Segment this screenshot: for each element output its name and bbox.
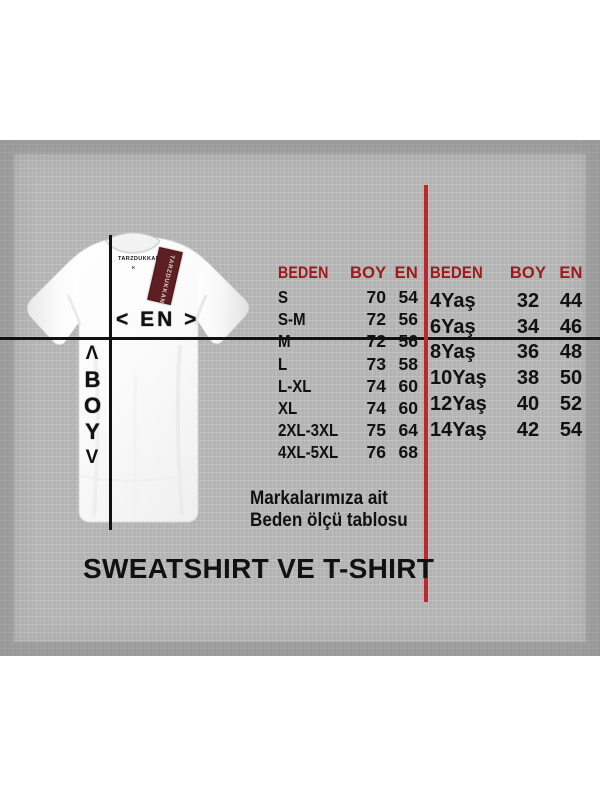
column-header-boy: BOY: [350, 264, 387, 282]
cell-width: 56: [398, 309, 418, 330]
table-header-row: BEDEN BOY EN: [278, 264, 418, 287]
table-row: 4XL-5XL 76 68: [278, 442, 418, 464]
cell-length: 74: [366, 397, 386, 418]
cell-width: 68: [398, 442, 418, 463]
cell-length: 70: [366, 287, 386, 307]
cell-width: 54: [398, 287, 418, 307]
table-divider: [424, 185, 428, 602]
page-title: SWEATSHIRT VE T-SHIRT: [83, 553, 435, 584]
cell-width: 44: [559, 289, 583, 312]
horizontal-measure-line: [0, 337, 600, 340]
cell-length: 34: [516, 315, 540, 338]
vertical-measure-line: [109, 235, 112, 530]
cell-length: 72: [366, 331, 386, 352]
cell-size: L: [278, 353, 288, 374]
cell-size: 2XL-3XL: [278, 420, 339, 441]
size-chart-panel: TARZDUKKAN K TARZDUKKAN < EN > Λ BOY V B…: [0, 140, 600, 656]
chevron-down-icon: V: [85, 447, 99, 468]
cell-length: 32: [516, 289, 540, 312]
caption-line-2: Beden ölçü tablosu: [250, 510, 408, 531]
cell-size: 14Yaş: [430, 418, 487, 441]
cell-width: 54: [559, 418, 583, 441]
table-row: M 72 56: [278, 331, 418, 353]
length-measure-text: BOY: [80, 367, 105, 445]
width-measure-label: < EN >: [116, 308, 200, 331]
cell-length: 42: [516, 418, 540, 441]
cell-size: 6Yaş: [430, 315, 476, 338]
tshirt-illustration: [27, 232, 249, 523]
column-header-beden: BEDEN: [278, 264, 329, 282]
cell-length: 38: [516, 367, 540, 390]
length-measure-label: Λ BOY V: [78, 343, 106, 468]
chevron-up-icon: Λ: [85, 343, 99, 364]
column-header-en: EN: [394, 264, 418, 282]
neck-label-text: TARZDUKKAN: [118, 256, 161, 262]
table-row: 8Yaş 36 48: [430, 341, 592, 367]
table-row: 12Yaş 40 52: [430, 393, 592, 419]
neck-size-text: K: [132, 265, 136, 270]
adult-size-table: BEDEN BOY EN S 70 54 S-M 72 56 M 72 56 L: [278, 264, 418, 465]
cell-size: M: [278, 331, 291, 352]
kids-size-table: BEDEN BOY EN 4Yaş 32 44 6Yaş 34 46 8Yaş …: [430, 264, 592, 445]
cell-length: 40: [516, 392, 540, 415]
caption-line-1: Markalarımıza ait: [250, 488, 388, 509]
cell-size: 10Yaş: [430, 367, 487, 390]
table-row: 14Yaş 42 54: [430, 419, 592, 445]
tshirt-photo: TARZDUKKAN K TARZDUKKAN: [8, 225, 258, 535]
cell-length: 75: [366, 420, 386, 441]
cell-width: 58: [398, 353, 418, 374]
cell-length: 76: [366, 442, 386, 463]
table-row: XL 74 60: [278, 398, 418, 420]
cell-width: 46: [559, 315, 583, 338]
cell-length: 73: [366, 353, 386, 374]
cell-length: 74: [366, 375, 386, 396]
cell-size: XL: [278, 397, 298, 418]
cell-width: 50: [559, 367, 583, 390]
cell-width: 52: [559, 392, 583, 415]
table-row: L-XL 74 60: [278, 376, 418, 398]
column-header-boy: BOY: [509, 264, 547, 282]
hang-tag-text: TARZDUKKAN: [157, 254, 175, 304]
table-row: 4Yaş 32 44: [430, 290, 592, 316]
column-header-beden: BEDEN: [430, 264, 483, 282]
cell-size: S: [278, 287, 289, 307]
table-row: S 70 54: [278, 287, 418, 309]
cell-size: 4Yaş: [430, 289, 476, 312]
cell-length: 36: [516, 341, 540, 364]
cell-width: 56: [398, 331, 418, 352]
cell-width: 48: [559, 341, 583, 364]
table-row: 6Yaş 34 46: [430, 316, 592, 342]
cell-size: 12Yaş: [430, 392, 487, 415]
cell-size: 4XL-5XL: [278, 442, 339, 463]
table-header-row: BEDEN BOY EN: [430, 264, 592, 290]
cell-width: 60: [398, 375, 418, 396]
cell-width: 64: [398, 420, 418, 441]
table-row: L 73 58: [278, 354, 418, 376]
cell-width: 60: [398, 397, 418, 418]
table-row: 10Yaş 38 50: [430, 367, 592, 393]
column-header-en: EN: [559, 264, 583, 282]
cell-size: L-XL: [278, 375, 312, 396]
cell-length: 72: [366, 309, 386, 330]
chart-caption: Markalarımıza ait Beden ölçü tablosu: [250, 488, 408, 532]
cell-size: S-M: [278, 309, 306, 330]
cell-size: 8Yaş: [430, 341, 476, 364]
table-row: S-M 72 56: [278, 309, 418, 331]
table-row: 2XL-3XL 75 64: [278, 420, 418, 442]
